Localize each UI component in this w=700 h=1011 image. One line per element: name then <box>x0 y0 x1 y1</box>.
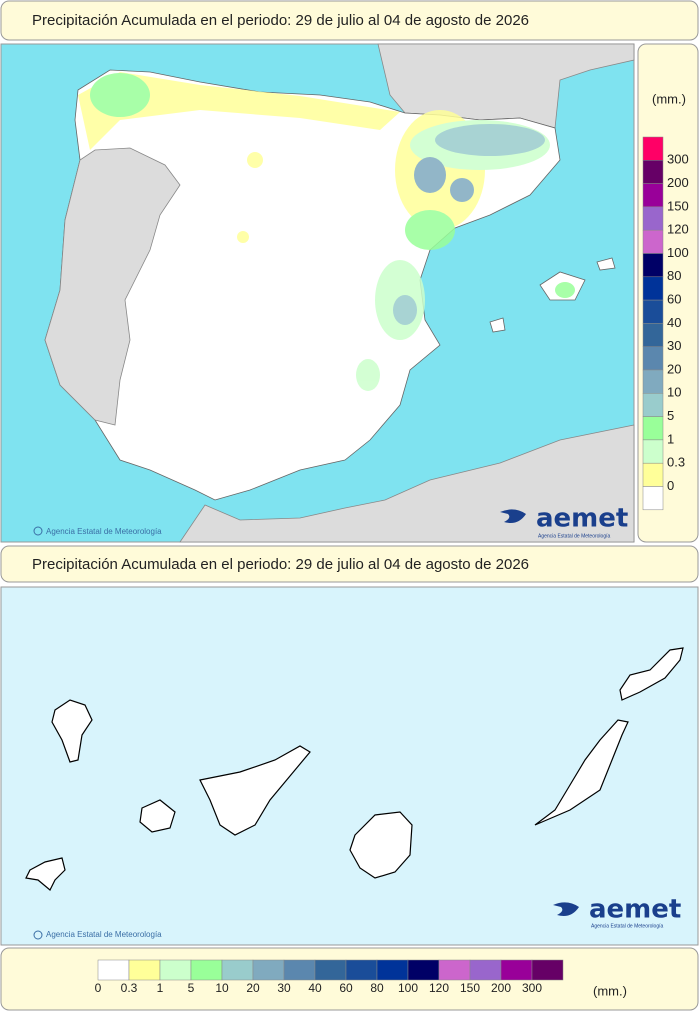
legend-label: 10 <box>667 385 681 400</box>
legend-swatch <box>376 959 409 981</box>
title: Precipitación Acumulada en el periodo: 2… <box>32 556 529 573</box>
credit: Agencia Estatal de Meteorología <box>46 527 162 536</box>
legend-swatch <box>642 462 664 487</box>
legend-label: 20 <box>246 981 260 995</box>
legend-label: 300 <box>667 152 689 167</box>
legend-label: 60 <box>667 292 681 307</box>
legend-label: 40 <box>667 315 681 330</box>
title-box <box>0 0 699 41</box>
legend-swatch <box>438 959 471 981</box>
legend-label: 100 <box>398 981 418 995</box>
legend-swatch <box>642 439 664 464</box>
logo-subtitle: Agencia Estatal de Meteorología <box>591 923 663 929</box>
legend-label: 200 <box>667 175 689 190</box>
legend-swatch <box>128 959 161 981</box>
legend-swatch <box>642 276 664 301</box>
title-box <box>0 545 699 583</box>
peninsula-map: Agencia Estatal de Meteorología aemet Ag… <box>0 43 635 543</box>
legend-swatch <box>345 959 378 981</box>
legend-label: 0 <box>95 981 102 995</box>
legend-label: 0.3 <box>121 981 138 995</box>
legend-swatch <box>642 299 664 324</box>
legend-label: 120 <box>429 981 449 995</box>
legend-swatch <box>642 486 664 511</box>
legend-label: 1 <box>157 981 164 995</box>
legend-label: 150 <box>460 981 480 995</box>
legend-unit: (mm.) <box>652 91 686 106</box>
legend-swatch <box>252 959 285 981</box>
legend-label: 40 <box>308 981 322 995</box>
legend-swatch <box>407 959 440 981</box>
legend-label: 60 <box>339 981 353 995</box>
legend-label: 0.3 <box>667 455 685 470</box>
legend-label: 1 <box>667 431 674 446</box>
legend-label: 100 <box>667 245 689 260</box>
legend-label: 20 <box>667 361 681 376</box>
legend-unit: (mm.) <box>593 983 627 998</box>
legend-swatch <box>314 959 347 981</box>
legend-swatch <box>642 346 664 371</box>
legend-swatch <box>642 136 664 161</box>
legend-label: 5 <box>667 408 674 423</box>
logo-subtitle: Agencia Estatal de Meteorología <box>538 533 610 539</box>
canarias-map: Agencia Estatal de Meteorología aemet Ag… <box>0 586 699 946</box>
logo: aemet <box>536 504 628 534</box>
legend-swatch <box>500 959 533 981</box>
legend-label: 30 <box>667 338 681 353</box>
legend-swatch <box>642 416 664 441</box>
legend-label: 0 <box>667 478 674 493</box>
legend-label: 80 <box>370 981 384 995</box>
legend-label: 80 <box>667 268 681 283</box>
legend-swatch <box>97 959 130 981</box>
credit: Agencia Estatal de Meteorología <box>46 930 162 939</box>
legend-swatch <box>531 959 564 981</box>
legend-swatch <box>221 959 254 981</box>
legend-label: 5 <box>188 981 195 995</box>
legend-swatch <box>642 393 664 417</box>
title: Precipitación Acumulada en el periodo: 2… <box>32 12 529 29</box>
legend-swatch <box>190 959 223 981</box>
legend-swatch <box>642 229 664 254</box>
legend-swatch <box>159 959 192 981</box>
legend-swatch <box>642 183 664 208</box>
logo: aemet <box>589 895 681 925</box>
legend-swatch <box>642 206 664 231</box>
legend-swatch <box>283 959 316 981</box>
legend-swatch <box>642 253 664 278</box>
legend-swatch <box>642 323 664 347</box>
legend-swatch <box>642 369 664 394</box>
legend-label: 10 <box>215 981 229 995</box>
legend-label: 300 <box>522 981 542 995</box>
legend-label: 150 <box>667 198 689 213</box>
legend-swatch <box>469 959 502 981</box>
legend-label: 30 <box>277 981 291 995</box>
legend-label: 200 <box>491 981 511 995</box>
legend-swatch <box>642 160 664 184</box>
legend-label: 120 <box>667 222 689 237</box>
